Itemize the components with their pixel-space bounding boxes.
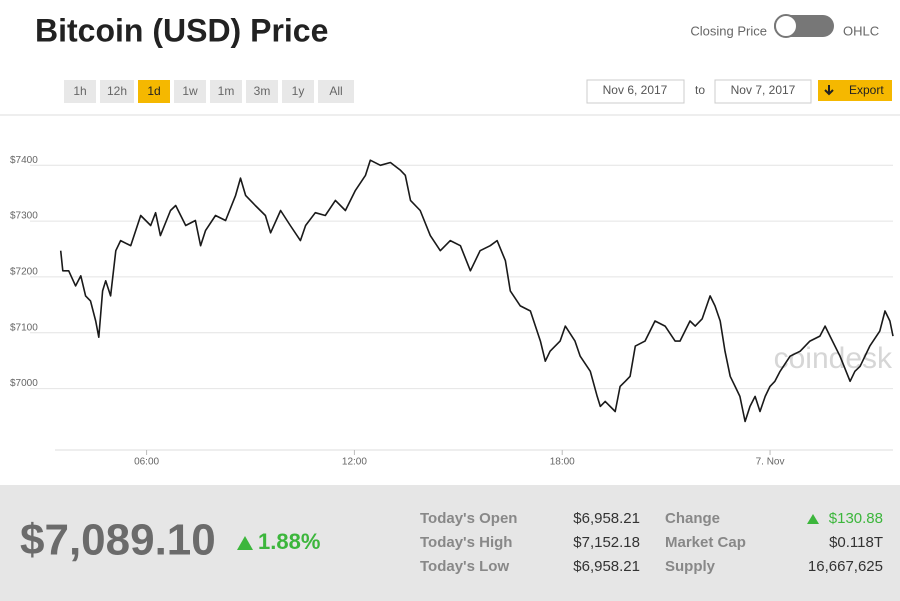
- up-arrow: [807, 514, 819, 524]
- stat-label: Change: [665, 510, 720, 527]
- y-tick-label: $7400: [10, 155, 38, 166]
- toggle-label: Closing Price: [690, 23, 767, 38]
- range-label: 12h: [107, 84, 127, 98]
- stat-label: Market Cap: [665, 534, 746, 551]
- stat-value: $6,958.21: [573, 558, 640, 575]
- stat-value: $7,152.18: [573, 534, 640, 551]
- range-label: All: [329, 84, 342, 98]
- stat-label: Today's High: [420, 534, 512, 551]
- y-tick-label: $7100: [10, 322, 38, 333]
- x-tick-label: 12:00: [342, 456, 367, 467]
- stat-label: Supply: [665, 558, 716, 575]
- y-tick-label: $7200: [10, 267, 38, 278]
- date-input[interactable]: [714, 79, 812, 104]
- range-button[interactable]: [246, 80, 278, 103]
- y-tick-label: $7300: [10, 211, 38, 222]
- export-label: Export: [849, 83, 884, 97]
- stat-value: $130.88: [829, 510, 883, 527]
- x-tick-label: 18:00: [550, 456, 575, 467]
- range-button[interactable]: [138, 80, 170, 103]
- date-input[interactable]: [586, 79, 685, 104]
- range-button[interactable]: [282, 80, 314, 103]
- range-label: 1m: [218, 84, 235, 98]
- date-to: Nov 7, 2017: [731, 83, 796, 97]
- range-button[interactable]: [64, 80, 96, 103]
- x-tick-label: 06:00: [134, 456, 159, 467]
- stat-value: $6,958.21: [573, 510, 640, 527]
- toggle-knob: [774, 14, 798, 38]
- change-pct: 1.88%: [258, 529, 320, 554]
- stat-value: 16,667,625: [808, 558, 883, 575]
- range-button[interactable]: [210, 80, 242, 103]
- up-arrow: [237, 536, 253, 550]
- date-from: Nov 6, 2017: [603, 83, 668, 97]
- page-title: Bitcoin (USD) Price: [35, 12, 328, 48]
- range-label: 1y: [292, 84, 305, 98]
- range-label: 1w: [182, 84, 198, 98]
- stat-label: Today's Low: [420, 558, 509, 575]
- y-tick-label: $7000: [10, 378, 38, 389]
- stat-value: $0.118T: [829, 534, 883, 551]
- price-line: [59, 159, 894, 423]
- summary-panel: [0, 485, 900, 601]
- x-tick-label: 7. Nov: [756, 456, 785, 467]
- date-sep: to: [695, 83, 705, 97]
- range-button[interactable]: [100, 80, 134, 103]
- export-button[interactable]: [818, 80, 892, 101]
- watermark: coindesk: [774, 342, 893, 375]
- export-icon: [824, 85, 834, 96]
- range-label: 1h: [73, 84, 86, 98]
- price: $7,089.10: [20, 516, 216, 565]
- range-button[interactable]: [318, 80, 354, 103]
- range-button[interactable]: [174, 80, 206, 103]
- toggle-label: OHLC: [843, 23, 879, 38]
- stat-label: Today's Open: [420, 510, 517, 527]
- range-label: 1d: [147, 84, 160, 98]
- range-label: 3m: [254, 84, 271, 98]
